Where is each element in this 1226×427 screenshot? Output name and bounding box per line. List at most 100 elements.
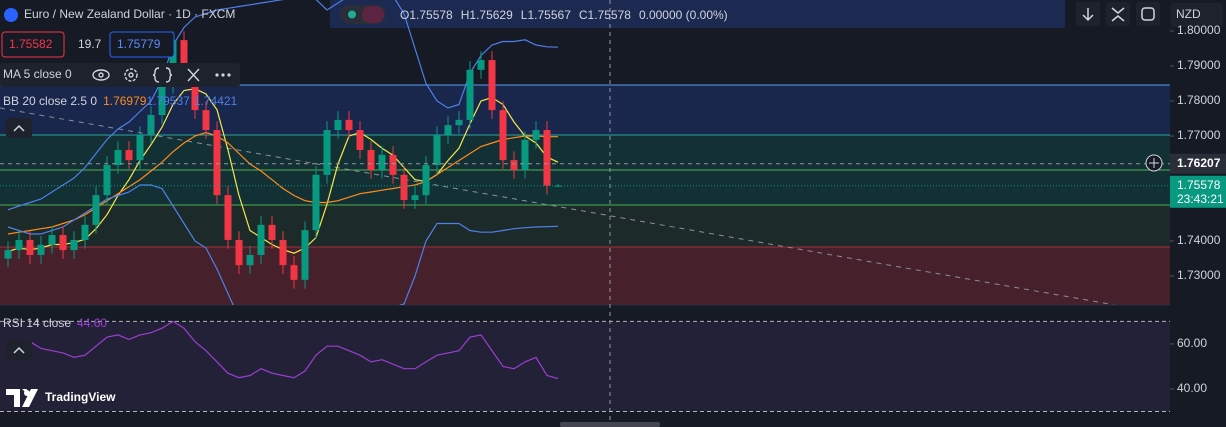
last-price-label: 1.75578 — [1177, 178, 1221, 192]
candle-body — [510, 160, 518, 170]
candle-body — [125, 149, 133, 161]
candle-body — [301, 230, 309, 280]
sell-button[interactable] — [1, 31, 65, 58]
logo-mark — [24, 390, 30, 396]
candle-body — [499, 110, 507, 161]
y-tick-label: 1.77000 — [1177, 128, 1221, 142]
collapse-button[interactable] — [6, 118, 32, 138]
icon — [13, 124, 25, 132]
candles — [4, 0, 562, 305]
candle-body — [92, 195, 100, 225]
indicator-line — [7, 184, 559, 305]
candle-body — [543, 130, 551, 186]
candle-body — [257, 224, 265, 255]
y-tick-label: 1.78000 — [1177, 93, 1221, 107]
icon-settings[interactable] — [124, 68, 138, 82]
candle-body — [15, 239, 23, 251]
candle-body — [246, 254, 254, 266]
status-dot — [348, 10, 356, 19]
buy-button[interactable] — [109, 31, 175, 58]
candle-body — [444, 125, 452, 135]
logo-mark — [6, 389, 38, 407]
candle-body — [411, 195, 419, 201]
plot — [0, 0, 1170, 412]
candle-body — [356, 130, 364, 150]
collapse-button[interactable] — [6, 340, 32, 360]
icon — [1149, 158, 1159, 168]
icon — [128, 72, 134, 78]
candle-body — [378, 154, 386, 170]
rsi-line — [7, 320, 559, 380]
candle-body — [26, 239, 34, 255]
scrollbar[interactable] — [560, 422, 660, 427]
icon-more[interactable] — [215, 73, 231, 77]
button-collapse[interactable] — [1106, 2, 1130, 26]
candle-body — [37, 244, 45, 255]
indicator-line — [7, 131, 558, 235]
y-tick-label: 1.74000 — [1177, 233, 1221, 247]
spread: 19.7 — [78, 37, 102, 51]
icon-eye[interactable] — [92, 69, 110, 81]
rsi-background — [0, 322, 1170, 411]
symbol-title: Euro / New Zealand Dollar · 1D · FXCM — [24, 7, 235, 21]
y-tick-label: 1.73000 — [1177, 268, 1221, 282]
candle-body — [114, 149, 122, 166]
candle-body — [81, 224, 89, 240]
currency-box[interactable] — [1171, 3, 1223, 27]
last-price-box — [1170, 175, 1226, 208]
ma-actions — [92, 67, 200, 83]
candle-body — [180, 40, 188, 76]
candle-body — [279, 239, 287, 266]
header-band — [330, 0, 1065, 28]
candle-body — [70, 239, 78, 251]
candle-body — [521, 139, 529, 170]
candle-body — [224, 195, 232, 240]
candle-body — [532, 130, 540, 140]
candle-body — [103, 165, 111, 196]
candle-body — [455, 119, 463, 126]
icon — [221, 73, 225, 77]
status-badge — [362, 6, 384, 23]
candle-body — [477, 60, 485, 70]
trend-line — [0, 107, 1116, 306]
icon — [227, 73, 231, 77]
bb-legend: BB 20 close 2.5 0 1.769791.79537 1.74421 — [3, 94, 238, 108]
candle-body — [169, 40, 177, 85]
candle-body — [48, 235, 56, 245]
candle-body — [488, 60, 496, 111]
countdown: 23:43:21 — [1177, 192, 1224, 206]
candle-body — [323, 130, 331, 175]
zone-red — [0, 247, 1170, 305]
ohlc: O1.75578 H1.75629 L1.75567 C1.75578 0.00000 … — [400, 8, 728, 22]
price-axis — [1170, 0, 1226, 427]
icon-remove[interactable] — [187, 68, 200, 82]
candle-body — [235, 239, 243, 266]
button-fullscreen[interactable] — [1136, 2, 1160, 26]
logo-text: TradingView — [45, 390, 116, 404]
y-tick-label: 1.79000 — [1177, 58, 1221, 72]
icon — [98, 72, 104, 78]
candle-body — [367, 149, 375, 170]
icon — [1141, 7, 1155, 21]
icon — [1082, 8, 1094, 22]
indicator-line — [7, 0, 559, 211]
candle-body — [466, 69, 474, 120]
candle-body — [290, 265, 298, 280]
y-tick-label: 40.00 — [1177, 381, 1207, 395]
candle-body — [59, 235, 67, 251]
candle-body — [345, 119, 353, 131]
candle-body — [389, 154, 397, 175]
icon-source[interactable] — [152, 67, 173, 83]
candle-body — [312, 174, 320, 231]
candle-body — [147, 115, 155, 135]
crosshair-box — [1170, 153, 1226, 174]
candle-body — [136, 134, 144, 161]
toolbar: NZD — [1076, 2, 1223, 27]
candle-body — [202, 110, 210, 131]
candle-body — [4, 250, 12, 259]
candle-body — [400, 174, 408, 201]
ma-legend — [0, 63, 240, 87]
candle-body — [433, 134, 441, 166]
y-tick-label: 1.80000 — [1177, 23, 1221, 37]
